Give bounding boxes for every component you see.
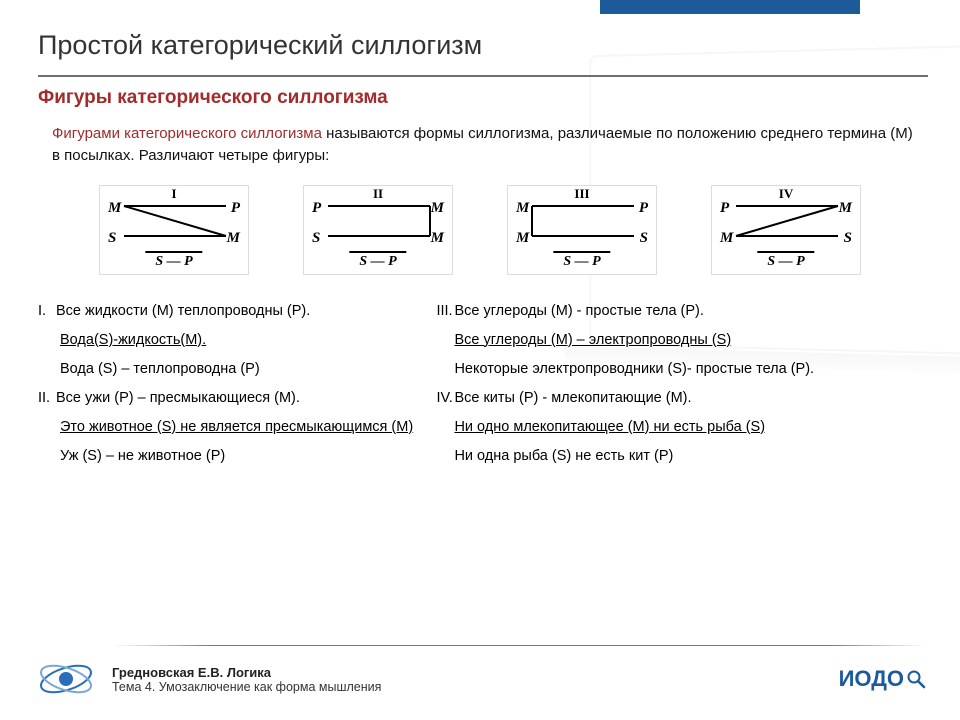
figure-conclusion: S — P: [349, 251, 406, 270]
figure-bottom-right: S: [640, 230, 648, 247]
slide-title: Простой категорический силлогизм: [38, 30, 922, 61]
syllogism-figure: IVPMMSS — P: [711, 185, 861, 275]
footer-divider: [114, 645, 926, 647]
magnifier-icon: [906, 669, 926, 689]
figure-top-right: P: [231, 200, 240, 217]
figure-top-right: M: [839, 200, 852, 217]
figure-bottom-left: S: [108, 230, 116, 247]
example-roman-prefix: I.: [38, 301, 56, 322]
example-line: Ни одно млекопитающее (М) ни есть рыба (…: [454, 417, 922, 438]
figure-top-right: M: [431, 200, 444, 217]
example-line: II. Все ужи (Р) – пресмыкающиеся (М).: [38, 388, 426, 409]
figure-top-left: M: [108, 200, 121, 217]
figure-bottom-right: M: [227, 230, 240, 247]
figure-conclusion: S — P: [757, 251, 814, 270]
examples-columns: I. Все жидкости (М) теплопроводны (Р). Во…: [38, 301, 922, 475]
example-line: Все углероды (М) – электропроводны (S): [454, 330, 922, 351]
example-line: III. Все углероды (М) - простые тела (Р)…: [436, 301, 922, 322]
example-text: Вода (S) – теплопроводна (Р): [60, 361, 260, 377]
footer-author: Гредновская Е.В. Логика: [112, 665, 825, 680]
figure-top-left: M: [516, 200, 529, 217]
iodo-text: ИОДО: [839, 666, 904, 692]
figure-conclusion: S — P: [553, 251, 610, 270]
example-roman-prefix: III.: [436, 301, 454, 322]
slide-content: Простой категорический силлогизм Фигуры …: [0, 0, 960, 475]
footer-topic: Тема 4. Умозаключение как форма мышления: [112, 680, 825, 694]
footer-text-block: Гредновская Е.В. Логика Тема 4. Умозаклю…: [112, 665, 825, 694]
figures-row: IMPSMS — PIIPMSMS — PIIIMPMSS — PIVPMMSS…: [38, 185, 922, 275]
example-line: Некоторые электропроводники (S)- простые…: [454, 359, 922, 380]
example-text: Все киты (Р) - млекопитающие (М).: [454, 390, 691, 406]
title-underline: [38, 75, 928, 77]
examples-left-column: I. Все жидкости (М) теплопроводны (Р). Во…: [38, 301, 426, 475]
example-line: Ни одна рыба (S) не есть кит (Р): [454, 446, 922, 467]
example-text: Все углероды (М) – электропроводны (S): [454, 332, 731, 348]
figure-top-right: P: [639, 200, 648, 217]
example-line: Это животное (S) не является пресмыкающи…: [60, 417, 426, 438]
intro-paragraph: Фигурами категорического силлогизма назы…: [52, 123, 922, 167]
figure-bottom-right: M: [431, 230, 444, 247]
figure-top-left: P: [312, 200, 321, 217]
figure-bottom-left: M: [720, 230, 733, 247]
example-text: Это животное (S) не является пресмыкающи…: [60, 419, 413, 435]
figure-bottom-right: S: [844, 230, 852, 247]
syllogism-figure: IMPSMS — P: [99, 185, 249, 275]
example-line: IV. Все киты (Р) - млекопитающие (М).: [436, 388, 922, 409]
example-line: Вода (S) – теплопроводна (Р): [60, 359, 426, 380]
example-line: I. Все жидкости (М) теплопроводны (Р).: [38, 301, 426, 322]
example-text: Все жидкости (М) теплопроводны (Р).: [56, 303, 310, 319]
figure-top-left: P: [720, 200, 729, 217]
example-text: Ни одна рыба (S) не есть кит (Р): [454, 448, 673, 464]
example-line: Уж (S) – не животное (Р): [60, 446, 426, 467]
example-text: Ни одно млекопитающее (М) ни есть рыба (…: [454, 419, 765, 435]
syllogism-figure: IIPMSMS — P: [303, 185, 453, 275]
slide-subtitle: Фигуры категорического силлогизма: [38, 87, 922, 109]
example-roman-prefix: II.: [38, 388, 56, 409]
syllogism-figure: IIIMPMSS — P: [507, 185, 657, 275]
example-line: Вода(S)-жидкость(М).: [60, 330, 426, 351]
example-text: Все ужи (Р) – пресмыкающиеся (М).: [56, 390, 300, 406]
example-text: Вода(S)-жидкость(М).: [60, 332, 206, 348]
university-logo: [34, 654, 98, 704]
figure-bottom-left: S: [312, 230, 320, 247]
example-text: Все углероды (М) - простые тела (Р).: [454, 303, 703, 319]
figure-bottom-left: M: [516, 230, 529, 247]
slide-footer: Гредновская Е.В. Логика Тема 4. Умозаклю…: [0, 645, 960, 705]
example-text: Некоторые электропроводники (S)- простые…: [454, 361, 814, 377]
examples-right-column: III. Все углероды (М) - простые тела (Р)…: [436, 301, 922, 475]
example-text: Уж (S) – не животное (Р): [60, 448, 225, 464]
iodo-brand: ИОДО: [839, 666, 926, 692]
intro-highlight: Фигурами категорического силлогизма: [52, 125, 322, 142]
example-roman-prefix: IV.: [436, 388, 454, 409]
figure-conclusion: S — P: [145, 251, 202, 270]
